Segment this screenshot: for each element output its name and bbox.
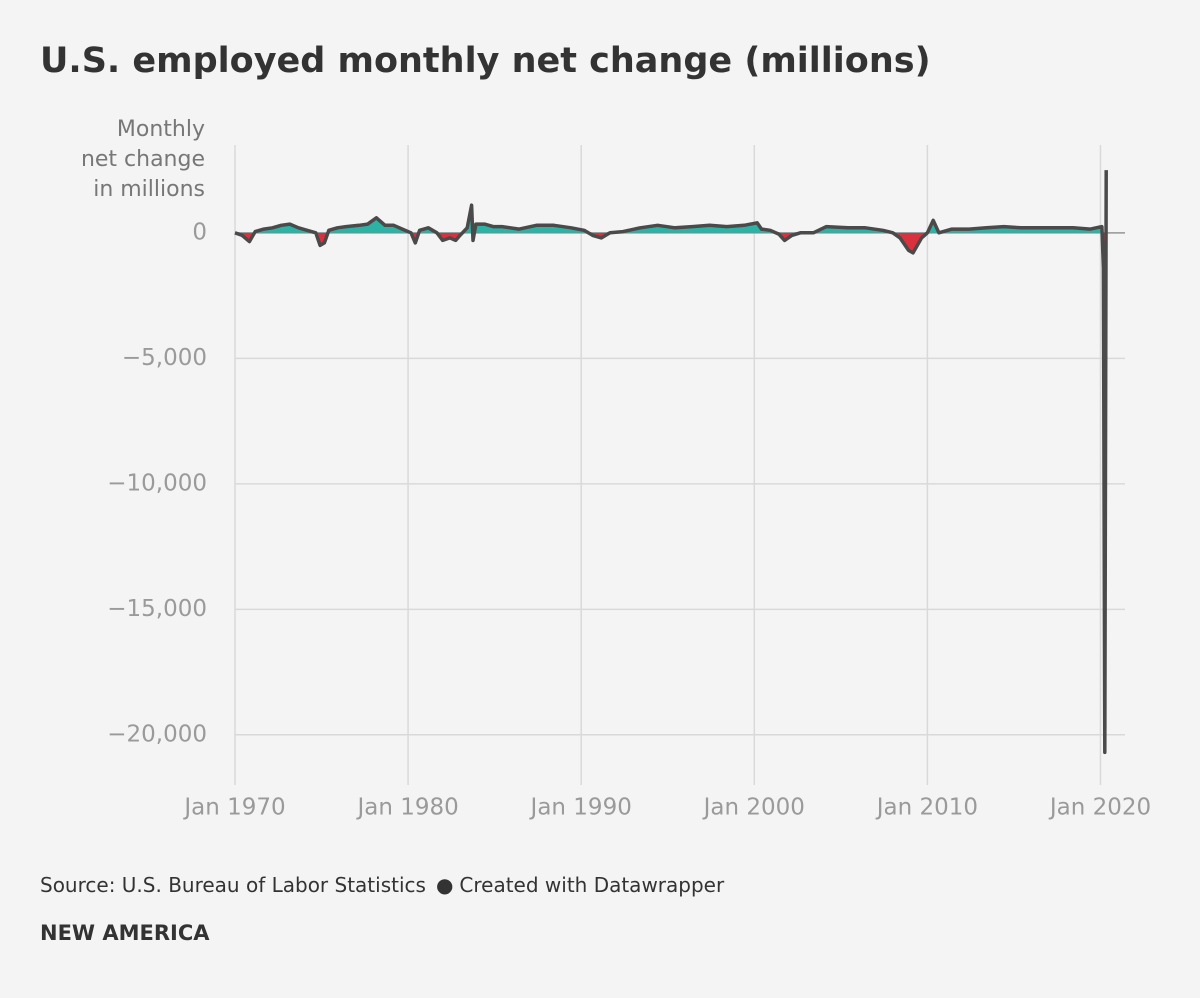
footer: NEW AMERICA — [40, 921, 210, 945]
positive-area — [235, 170, 1107, 233]
y-label-line: Monthly — [117, 117, 205, 142]
negative-area — [235, 232, 1107, 753]
y-axis-label: Monthly net change in millions — [81, 117, 205, 202]
y-label-line: in millions — [93, 177, 205, 202]
x-tick-label: Jan 1990 — [529, 795, 632, 821]
source: Source: U.S. Bureau of Labor Statistics ●… — [40, 873, 725, 897]
source-text: Source: U.S. Bureau of Labor Statistics — [40, 873, 426, 897]
y-tick-label: 0 — [192, 219, 207, 245]
x-tick-label: Jan 2010 — [875, 795, 978, 821]
y-tick-label: −10,000 — [107, 470, 207, 496]
chart-title: U.S. employed monthly net change (millio… — [40, 41, 931, 81]
y-tick-label: −5,000 — [122, 345, 207, 371]
separator: ● — [436, 873, 453, 897]
y-tick-label: −15,000 — [107, 596, 207, 622]
x-tick-label: Jan 1980 — [355, 795, 458, 821]
x-tick-label: Jan 1970 — [182, 795, 285, 821]
data-line — [234, 170, 1108, 755]
credit: Created with Datawrapper — [459, 873, 725, 897]
x-tick-label: Jan 2020 — [1048, 795, 1151, 821]
y-label-line: net change — [81, 147, 205, 172]
x-tick-label: Jan 2000 — [702, 795, 805, 821]
y-tick-label: −20,000 — [107, 721, 207, 747]
